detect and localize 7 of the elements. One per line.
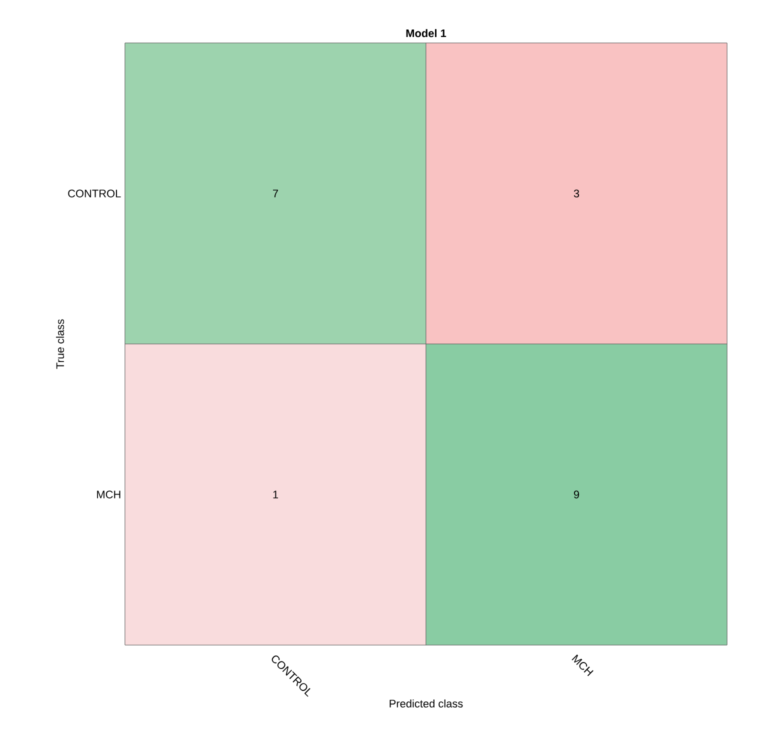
data-label: 9: [574, 490, 580, 498]
y-axis-title: True class: [56, 319, 64, 369]
chart-title: Model 1: [406, 29, 446, 38]
x-axis-title: Predicted class: [390, 699, 463, 708]
data-label: 1: [273, 490, 278, 498]
data-label: 3: [574, 190, 580, 198]
data-label: 7: [273, 190, 278, 198]
